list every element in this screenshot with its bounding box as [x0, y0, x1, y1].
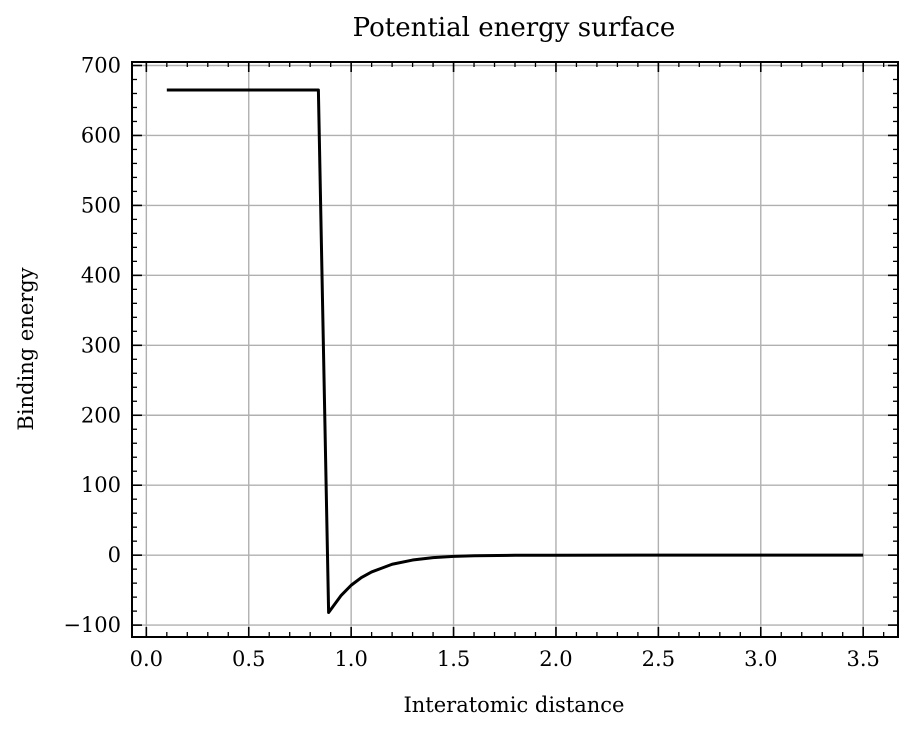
- x-tick-label: 0.5: [232, 647, 265, 671]
- x-tick-label: 0.0: [130, 647, 163, 671]
- y-axis-label: Binding energy: [14, 267, 38, 430]
- x-tick-label: 1.0: [334, 647, 367, 671]
- x-tick-label: 2.0: [539, 647, 572, 671]
- x-tick-label: 1.5: [437, 647, 470, 671]
- y-tick-label: 700: [81, 53, 121, 77]
- series-layer: [166, 88, 864, 615]
- chart-title: Potential energy surface: [353, 13, 676, 43]
- y-tick-label: 400: [81, 263, 121, 287]
- y-tick-label: −100: [63, 613, 121, 637]
- y-tick-label: 600: [81, 123, 121, 147]
- y-tick-label: 500: [81, 193, 121, 217]
- y-tick-label: 100: [81, 473, 121, 497]
- ticks-layer: [132, 62, 898, 637]
- x-tick-label: 3.0: [744, 647, 777, 671]
- x-tick-label: 3.5: [846, 647, 879, 671]
- plot-frame: [131, 61, 899, 638]
- grid-layer: [132, 62, 898, 637]
- y-tick-label: 0: [108, 543, 121, 567]
- y-tick-label: 300: [81, 333, 121, 357]
- series-line: [166, 88, 864, 615]
- tick-label-layer: 0.0 0.5 1.0 1.5 2.0 2.5 3.0 3.5 −100 0 100 200 300 40…: [63, 53, 880, 671]
- x-tick-label: 2.5: [642, 647, 675, 671]
- y-tick-label: 200: [81, 403, 121, 427]
- x-axis-label: Interatomic distance: [403, 693, 624, 717]
